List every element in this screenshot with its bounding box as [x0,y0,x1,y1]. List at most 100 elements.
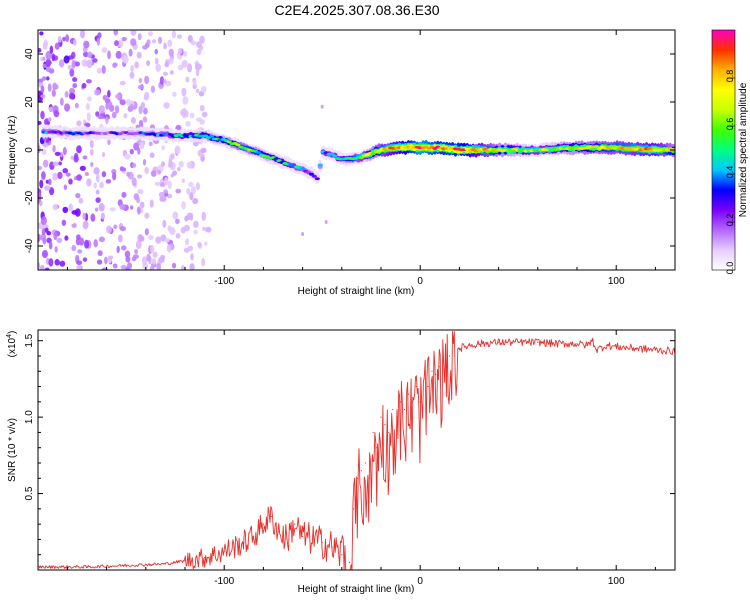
spectrogram-y-tick-label: 0 [24,147,35,153]
colorbar-tick-label: 0.4 [725,166,735,179]
ridge-cell [208,134,215,138]
noise-speckle [115,94,121,99]
noise-speckle [41,250,48,259]
noise-speckle [59,260,66,267]
noise-speckle [52,161,59,166]
noise-speckle [119,80,126,86]
noise-speckle [95,189,100,195]
noise-speckle [186,188,191,195]
noise-speckle [154,57,159,65]
noise-speckle [105,225,112,234]
noise-speckle [131,177,137,187]
snr-data-point [592,340,594,342]
noise-speckle [51,89,56,97]
noise-speckle [107,50,111,60]
snr-data-point [449,355,451,357]
noise-speckle [130,103,134,112]
noise-speckle [185,76,190,83]
snr-marks [38,331,675,570]
noise-speckle [154,48,158,55]
noise-speckle [62,206,69,214]
snr-data-point [360,470,362,472]
noise-speckle [53,231,58,241]
noise-speckle [83,40,90,49]
spectrogram-y-label: Frequency (Hz) [7,116,18,185]
noise-speckle [64,103,71,112]
noise-speckle [156,263,161,270]
noise-speckle [163,42,167,50]
noise-speckle [76,260,83,265]
snr-x-tick-label: 0 [417,576,423,587]
noise-speckle [149,265,155,270]
snr-data-point [204,557,206,559]
noise-speckle [38,262,41,270]
noise-speckle [117,40,124,48]
noise-speckle [71,223,77,228]
noise-speckle [143,107,148,115]
spectrogram-x-tick-label: -100 [214,276,234,287]
snr-data-point [537,341,539,343]
snr-multiplier-exponent: 4 [6,334,13,338]
noise-speckle [148,141,153,147]
snr-data-point [458,347,460,349]
noise-speckle [186,161,193,169]
noise-speckle [147,235,154,240]
snr-data-point [286,538,288,541]
ridge-cell [332,154,338,158]
noise-speckle [144,166,149,175]
snr-data-point [233,546,235,548]
noise-speckle [182,96,189,105]
noise-speckle [111,111,117,119]
snr-data-point [380,416,382,418]
noise-speckle [199,35,205,44]
noise-speckle [87,51,93,59]
noise-speckle [177,166,181,172]
noise-speckle [150,85,156,93]
snr-data-point [431,370,433,372]
noise-speckle [125,255,131,263]
noise-speckle [194,62,200,71]
noise-speckle [63,184,68,191]
snr-data-point [376,447,378,449]
snr-data-point [125,564,127,567]
noise-speckle [96,259,103,265]
noise-speckle [84,171,90,176]
noise-speckle [129,71,135,79]
noise-speckle [90,213,96,222]
noise-speckle [54,151,61,156]
noise-speckle [52,203,58,211]
noise-speckle [41,171,46,180]
snr-data-point [262,523,264,525]
noise-speckle [172,91,177,97]
noise-speckle [100,212,106,220]
noise-speckle [189,263,195,270]
noise-speckle [123,112,128,119]
noise-speckle [42,159,49,168]
snr-data-point [419,401,421,403]
noise-speckle [131,256,137,262]
noise-speckle [38,48,42,53]
colorbar: 0.0 0.2 0.4 0.6 0.8 Normalized spectral ampl… [711,29,749,274]
noise-speckle [48,117,52,122]
noise-speckle [171,30,177,39]
noise-speckle [140,102,146,109]
noise-speckle [130,116,136,124]
noise-speckle [54,42,60,50]
noise-speckle [158,83,165,88]
noise-speckle [44,185,51,191]
noise-speckle [133,142,139,151]
ridge-cell [288,162,294,166]
ridge-cell [358,156,364,160]
noise-speckle [93,167,100,175]
noise-speckle [137,84,145,90]
noise-speckle [190,253,194,261]
noise-speckle [146,253,151,262]
noise-speckle [174,145,181,155]
snr-data-point [164,563,166,565]
noise-speckle [74,61,80,67]
noise-speckle [151,39,157,44]
noise-speckle [71,244,77,252]
snr-data-point [596,349,598,351]
snr-data-point [356,477,359,479]
noise-speckle [114,40,119,47]
